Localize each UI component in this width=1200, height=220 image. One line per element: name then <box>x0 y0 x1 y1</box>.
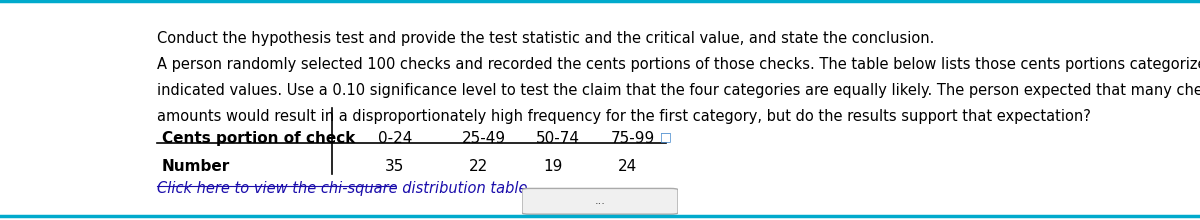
Text: 22: 22 <box>469 159 488 174</box>
Text: Click here to view the chi-square distribution table.: Click here to view the chi-square distri… <box>157 181 533 196</box>
Text: ...: ... <box>594 196 606 206</box>
FancyBboxPatch shape <box>522 188 678 214</box>
Text: 24: 24 <box>618 159 637 174</box>
Text: Cents portion of check: Cents portion of check <box>162 131 355 146</box>
Text: Number: Number <box>162 159 230 174</box>
Text: □: □ <box>660 130 671 143</box>
Text: Conduct the hypothesis test and provide the test statistic and the critical valu: Conduct the hypothesis test and provide … <box>157 31 935 46</box>
Text: indicated values. Use a 0.10 significance level to test the claim that the four : indicated values. Use a 0.10 significanc… <box>157 83 1200 98</box>
Text: 25-49: 25-49 <box>462 131 505 146</box>
Text: 0-24: 0-24 <box>378 131 413 146</box>
Text: 35: 35 <box>385 159 404 174</box>
Text: 50-74: 50-74 <box>536 131 580 146</box>
Text: 19: 19 <box>544 159 563 174</box>
Text: 75-99: 75-99 <box>611 131 655 146</box>
Text: A person randomly selected 100 checks and recorded the cents portions of those c: A person randomly selected 100 checks an… <box>157 57 1200 72</box>
Text: amounts would result in a disproportionately high frequency for the first catego: amounts would result in a disproportiona… <box>157 109 1091 124</box>
